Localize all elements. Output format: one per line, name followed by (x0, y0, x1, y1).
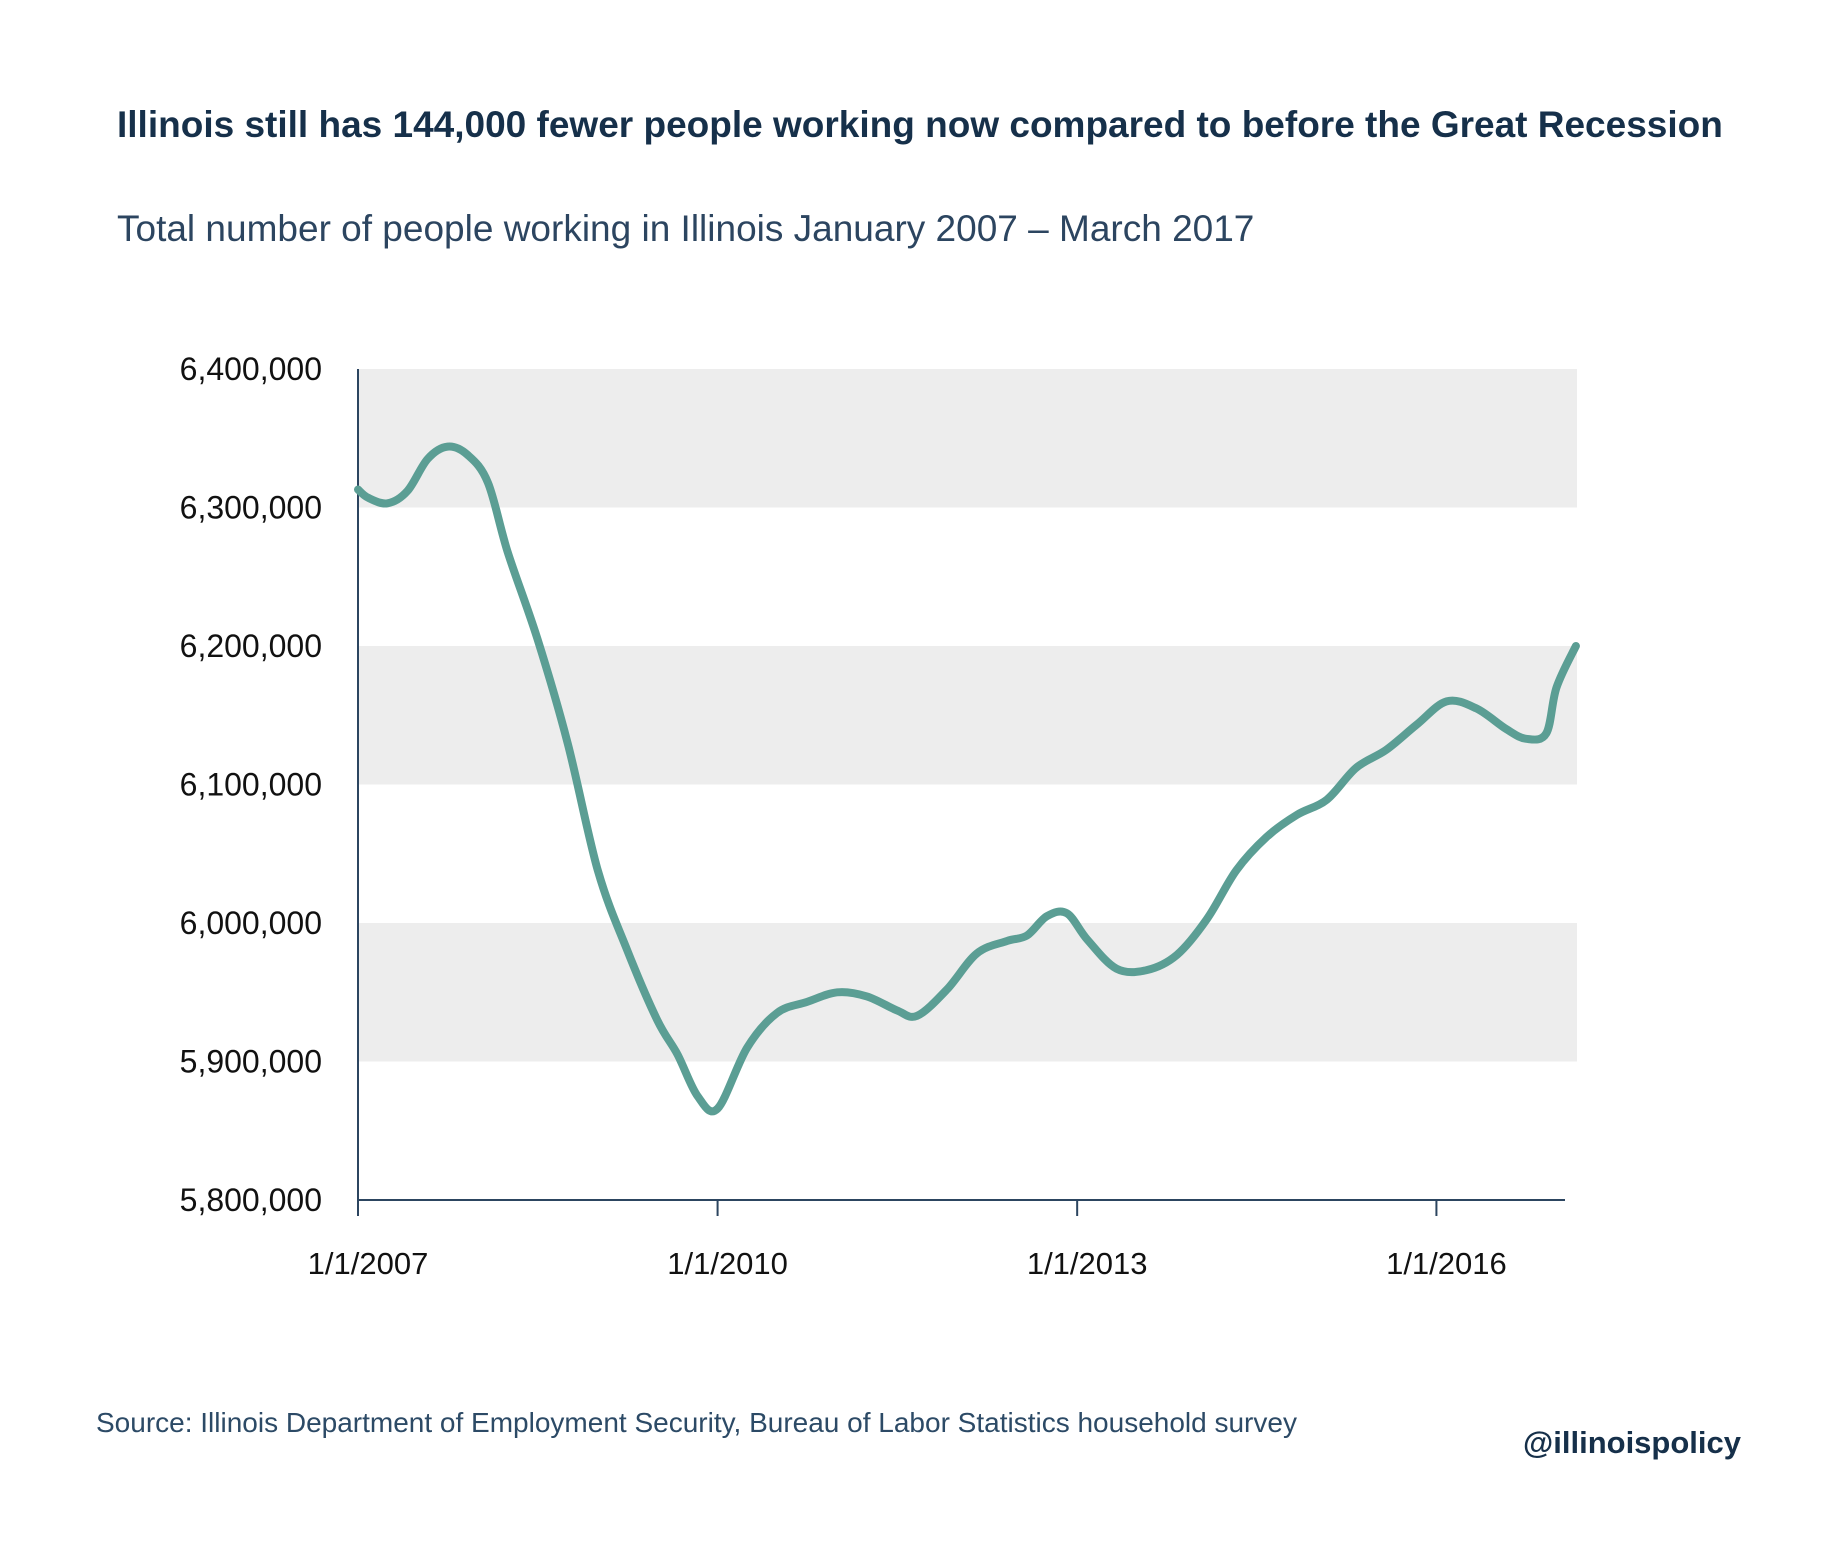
x-tick-label: 1/1/2007 (308, 1246, 429, 1281)
background-bands (358, 369, 1577, 1062)
x-axis: 1/1/2007 1/1/2010 1/1/2013 1/1/2016 (308, 1199, 1565, 1281)
x-tick-label: 1/1/2016 (1386, 1246, 1507, 1281)
series-line (354, 442, 1580, 1116)
x-tick-label: 1/1/2013 (1027, 1246, 1148, 1281)
y-tick-label: 5,900,000 (180, 1044, 322, 1080)
source-note: Source: Illinois Department of Employmen… (96, 1407, 1297, 1438)
y-tick-label: 6,100,000 (180, 767, 322, 803)
y-axis: 5,800,000 5,900,000 6,000,000 6,100,000 6,20… (180, 351, 359, 1218)
chart-title: Illinois still has 144,000 fewer people … (117, 104, 1723, 145)
x-tick-label: 1/1/2010 (667, 1246, 788, 1281)
series-layer (354, 442, 1580, 1116)
grid-band (358, 369, 1577, 508)
chart-subtitle: Total number of people working in Illino… (117, 208, 1255, 249)
y-tick-label: 6,200,000 (180, 628, 322, 664)
grid-band (358, 646, 1577, 785)
y-tick-label: 5,800,000 (180, 1182, 322, 1218)
y-tick-label: 6,000,000 (180, 905, 322, 941)
twitter-handle: @illinoispolicy (1523, 1425, 1741, 1460)
y-tick-label: 6,400,000 (180, 351, 322, 387)
grid-band (358, 923, 1577, 1062)
y-tick-label: 6,300,000 (180, 490, 322, 526)
